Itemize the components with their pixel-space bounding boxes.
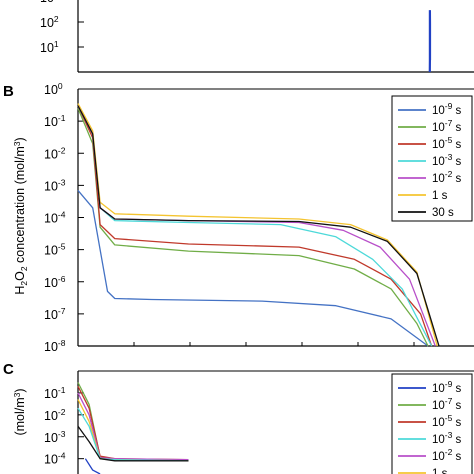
panel-a-y-tick-label: 101 xyxy=(40,39,59,55)
panel-b: 100 10-1 10-2 10-3 10-4 10-5 10-6 10-7 10-8 10-9 … xyxy=(12,81,474,354)
panel-b-y-tick-label: 10-7 xyxy=(44,306,66,322)
panel-b-series-line-3 xyxy=(77,105,433,347)
panel-b-series-line-0 xyxy=(77,189,429,347)
panel-a-y-tick-label: 103 xyxy=(40,0,59,5)
panel-b-y-axis-title: H2O2 concentration (mol/m3) xyxy=(12,137,29,294)
panel-c: 10-1 10-2 10-3 10-4 10-9 s10-7 s10-5 s10-3 s… xyxy=(12,370,474,474)
panel-c-y-axis-title: (mol/m3) xyxy=(12,388,27,435)
panel-b-y-tick-label: 10-5 xyxy=(44,242,66,258)
panel-c-legend-label: 10-3 s xyxy=(432,430,462,446)
panel-c-series-line-6 xyxy=(84,458,101,474)
panel-c-legend-label: 10-5 s xyxy=(432,413,462,429)
panel-c-legend-label: 10-2 s xyxy=(432,447,462,463)
panel-c-y-tick-label: 10-4 xyxy=(44,451,66,467)
panel-c-legend-label: 10-9 s xyxy=(432,379,462,395)
panel-b-legend-label: 10-7 s xyxy=(432,118,462,134)
panel-b-series-line-5 xyxy=(77,103,438,347)
panel-b-y-tick-label: 10-6 xyxy=(44,274,66,290)
panel-b-y-tick-label: 10-3 xyxy=(44,177,66,193)
panel-c-series-line-1 xyxy=(77,386,189,461)
panel-b-y-tick-label: 10-1 xyxy=(44,113,66,129)
panel-a-y-tick-label: 102 xyxy=(40,14,59,30)
panel-c-y-tick-label: 10-3 xyxy=(44,429,66,445)
panel-c-series-line-5 xyxy=(77,425,189,462)
panel-c-y-tick-label: 10-1 xyxy=(44,385,66,401)
panel-b-y-tick-label: 10-2 xyxy=(44,145,66,161)
panel-b-y-tick-label: 100 xyxy=(44,81,63,97)
panel-c-letter: C xyxy=(3,361,14,378)
panel-b-legend-label: 1 s xyxy=(432,190,448,202)
panel-b-letter: B xyxy=(3,83,14,100)
panel-b-legend-label: 10-2 s xyxy=(432,169,462,185)
panel-c-legend-box xyxy=(391,373,473,474)
panel-b-y-tick-label: 10-4 xyxy=(44,210,66,226)
panel-b-legend-box xyxy=(391,95,473,222)
panel-b-legend-label: 30 s xyxy=(432,207,454,219)
panel-b-series-line-4 xyxy=(77,105,436,347)
panel-b-series-line-1 xyxy=(77,108,429,347)
panel-a: 103 102 101 xyxy=(40,0,474,73)
panel-b-legend-label: 10-3 s xyxy=(432,152,462,168)
panel-b-legend-label: 10-9 s xyxy=(432,101,462,117)
panel-b-legend-label: 10-5 s xyxy=(432,135,462,151)
panel-c-legend-label: 1 s xyxy=(432,468,448,474)
panel-c-legend-label: 10-7 s xyxy=(432,396,462,412)
panel-b-y-tick-label: 10-8 xyxy=(44,338,66,354)
panel-c-y-tick-label: 10-2 xyxy=(44,407,66,423)
panel-b-series-line-6 xyxy=(77,105,440,347)
panel-b-series-line-2 xyxy=(77,105,433,347)
